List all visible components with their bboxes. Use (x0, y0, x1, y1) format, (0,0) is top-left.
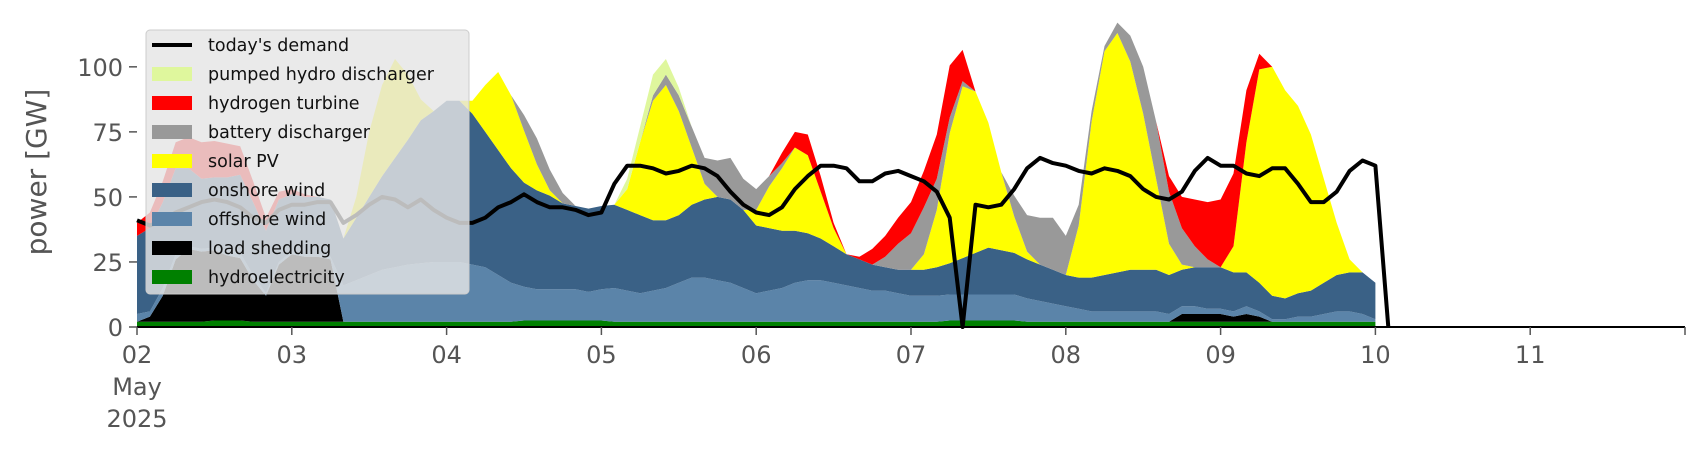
legend-box (145, 29, 470, 295)
y-tick-label: 75 (92, 119, 123, 147)
x-tick-label: 07 (896, 341, 927, 369)
legend-swatch (152, 67, 192, 81)
x-tick-label: 06 (741, 341, 772, 369)
x-tick-label: 02 (122, 341, 153, 369)
legend-label: solar PV (208, 152, 279, 172)
axes: 0 25 50 75 100 02 May 2025 03 04 05 06 07 08 09 10 11 (77, 54, 1686, 433)
x-tick-label: 09 (1205, 341, 1236, 369)
legend-swatch (152, 154, 192, 168)
legend-swatch (152, 183, 192, 197)
legend-label: onshore wind (208, 181, 325, 201)
y-tick-label: 0 (108, 314, 123, 342)
legend-swatch (152, 241, 192, 255)
y-tick-label: 100 (77, 54, 123, 82)
x-tick-label: May (112, 373, 162, 401)
legend-swatch (152, 125, 192, 139)
x-tick-label: 08 (1051, 341, 1082, 369)
x-tick-label: 03 (277, 341, 308, 369)
y-axis-label: power [GW] (20, 89, 53, 256)
legend-label: hydrogen turbine (208, 94, 360, 114)
legend-label: battery discharger (208, 123, 371, 143)
x-tick-label: 05 (586, 341, 617, 369)
legend-swatch (152, 212, 192, 226)
legend-label: pumped hydro discharger (208, 65, 435, 85)
area-hydroelectricity (137, 320, 1376, 327)
area-load-shedding (137, 248, 1376, 322)
legend-label: offshore wind (208, 210, 326, 230)
legend-swatch (152, 96, 192, 110)
legend: today's demand pumped hydro discharger hyd… (145, 29, 470, 295)
y-tick-label: 25 (92, 249, 123, 277)
x-tick-label: 04 (431, 341, 462, 369)
legend-label: load shedding (208, 239, 331, 259)
x-tick-label: 10 (1360, 341, 1391, 369)
legend-label: today's demand (208, 36, 349, 56)
x-tick-label: 2025 (106, 405, 167, 433)
x-tick-label: 11 (1515, 341, 1546, 369)
legend-label: hydroelectricity (208, 268, 345, 288)
y-tick-label: 50 (92, 184, 123, 212)
legend-swatch (152, 270, 192, 284)
